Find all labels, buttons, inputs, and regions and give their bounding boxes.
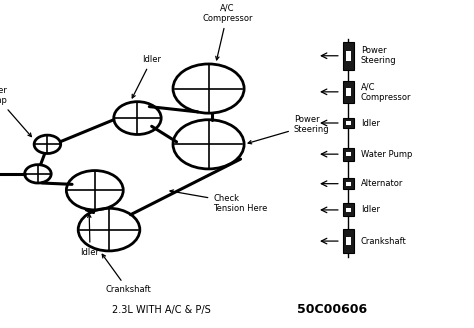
FancyBboxPatch shape	[346, 208, 351, 212]
FancyBboxPatch shape	[346, 51, 351, 61]
FancyBboxPatch shape	[343, 42, 354, 70]
Text: A/C
Compressor: A/C Compressor	[202, 4, 253, 60]
FancyBboxPatch shape	[346, 88, 351, 95]
FancyBboxPatch shape	[346, 152, 351, 156]
Text: Power
Steering: Power Steering	[248, 115, 329, 144]
Text: 2.3L WITH A/C & P/S: 2.3L WITH A/C & P/S	[112, 305, 210, 315]
Text: 50C00606: 50C00606	[297, 303, 367, 317]
Text: Crankshaft: Crankshaft	[102, 254, 151, 294]
Text: Alternator: Alternator	[0, 327, 1, 328]
FancyBboxPatch shape	[346, 121, 351, 125]
Text: Water Pump: Water Pump	[361, 150, 412, 159]
FancyBboxPatch shape	[346, 237, 351, 245]
FancyBboxPatch shape	[343, 203, 354, 216]
Text: Power
Steering: Power Steering	[361, 46, 396, 66]
FancyBboxPatch shape	[343, 148, 354, 161]
FancyBboxPatch shape	[343, 118, 354, 128]
Text: Idler: Idler	[81, 214, 100, 256]
FancyBboxPatch shape	[343, 229, 354, 253]
Text: A/C
Compressor: A/C Compressor	[361, 82, 411, 102]
FancyBboxPatch shape	[343, 81, 354, 102]
Text: Water
Pump: Water Pump	[0, 86, 31, 136]
Text: Check
Tension Here: Check Tension Here	[170, 190, 268, 213]
FancyBboxPatch shape	[343, 178, 354, 190]
Text: Alternator: Alternator	[361, 179, 403, 188]
Text: Idler: Idler	[361, 205, 380, 215]
Text: Crankshaft: Crankshaft	[361, 236, 407, 246]
Text: Idler: Idler	[361, 118, 380, 128]
Text: Idler: Idler	[132, 55, 161, 98]
FancyBboxPatch shape	[346, 182, 351, 186]
